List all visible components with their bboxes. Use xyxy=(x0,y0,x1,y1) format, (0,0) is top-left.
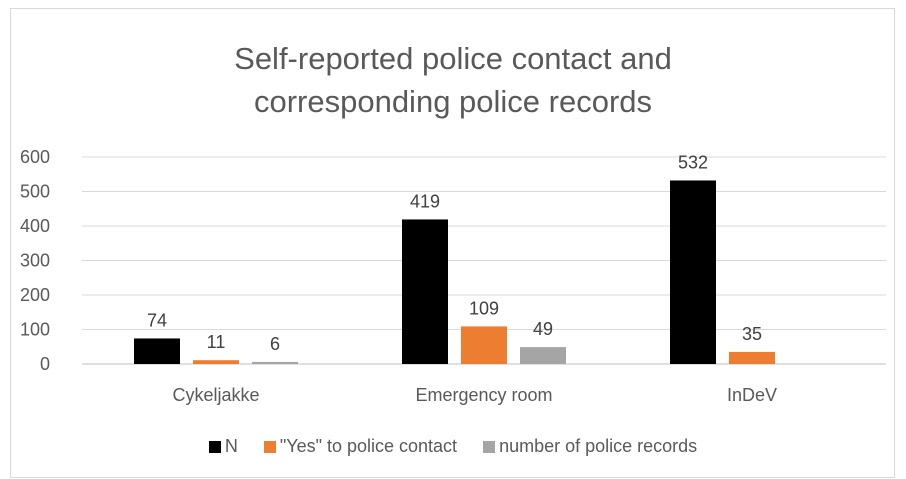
legend-label-n: N xyxy=(224,436,238,456)
chart-title-line-1: Self-reported police contact and xyxy=(234,41,672,76)
legend-swatch-n xyxy=(208,440,221,453)
y-tick-label: 300 xyxy=(20,251,50,271)
bar xyxy=(402,219,448,364)
y-tick-label: 400 xyxy=(20,216,50,236)
data-label: 109 xyxy=(469,298,499,318)
bar xyxy=(252,361,298,364)
x-tick-label: Cykeljakke xyxy=(172,385,259,405)
chart-frame xyxy=(10,8,895,478)
y-tick-label: 200 xyxy=(20,285,50,305)
bar xyxy=(461,326,507,364)
legend-label-police-records: number of police records xyxy=(499,436,698,456)
legend-item-n: N xyxy=(208,436,238,457)
legend-item-police-records: number of police records xyxy=(483,436,697,457)
bar xyxy=(729,351,775,364)
bar xyxy=(670,180,716,364)
legend-swatch-police-records xyxy=(483,440,496,453)
data-label: 532 xyxy=(678,152,708,172)
data-label: 11 xyxy=(207,332,226,352)
bar xyxy=(134,338,180,364)
y-tick-label: 600 xyxy=(20,147,50,167)
data-label: 419 xyxy=(410,191,440,211)
chart-title-line-2: corresponding police records xyxy=(253,84,653,119)
data-label: 6 xyxy=(270,334,280,354)
y-tick-label: 500 xyxy=(20,182,50,202)
x-tick-label: Emergency room xyxy=(415,385,552,405)
y-tick-label: 0 xyxy=(40,354,50,374)
legend-label-police-contact: "Yes" to police contact xyxy=(279,436,458,456)
legend: N "Yes" to police contact number of poli… xyxy=(0,436,906,457)
y-tick-label: 100 xyxy=(20,320,50,340)
bar xyxy=(520,347,566,364)
bar-chart: 0 100 200 300 400 500 600 74 11 6 Cykeljakke 419 109… xyxy=(20,147,886,405)
data-label: 49 xyxy=(533,319,553,339)
data-label: 35 xyxy=(742,324,762,344)
data-label: 74 xyxy=(147,310,167,330)
x-tick-label: InDeV xyxy=(727,385,777,405)
legend-swatch-police-contact xyxy=(263,440,276,453)
legend-item-police-contact: "Yes" to police contact xyxy=(263,436,458,457)
bar xyxy=(193,360,239,364)
